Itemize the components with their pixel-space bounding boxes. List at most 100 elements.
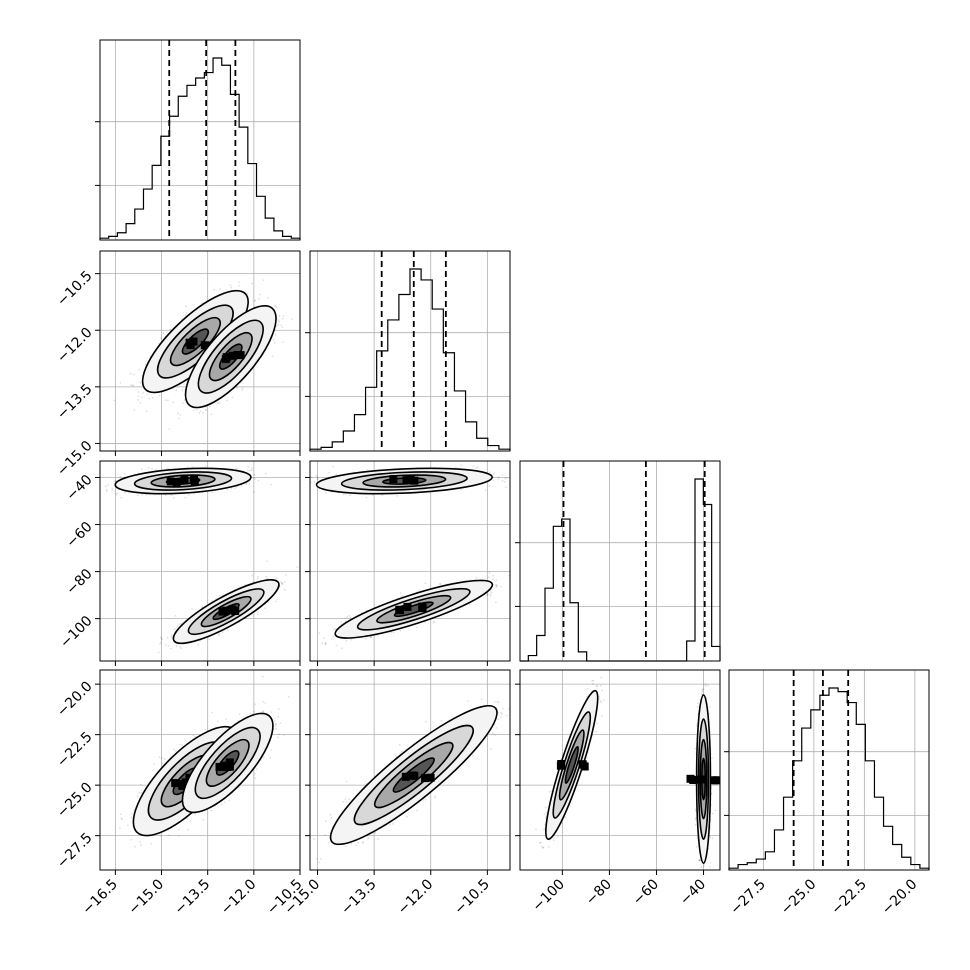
sample-point (129, 372, 132, 375)
sample-point (231, 396, 234, 399)
sample-point (201, 302, 203, 305)
sample-point (129, 384, 132, 386)
sample-point (253, 491, 255, 493)
scatter-panel-0-2 (95, 460, 301, 666)
panel-frame (99, 250, 301, 452)
sample-point (172, 497, 175, 499)
sample-point (238, 281, 240, 284)
sample-point (170, 494, 173, 497)
sample-point (218, 402, 221, 405)
sample-point (275, 305, 278, 308)
sample-point (119, 475, 122, 478)
sample-point (167, 399, 169, 402)
contour-line-2 (169, 316, 221, 367)
sample-point (141, 396, 143, 398)
sample-point (276, 306, 278, 309)
sample-point (277, 323, 280, 326)
sample-point (177, 412, 179, 415)
sample-point (253, 473, 256, 476)
sample-point (160, 637, 163, 640)
contour-line-1 (197, 319, 264, 394)
sample-point (210, 413, 213, 416)
sample-point (247, 466, 250, 468)
sample-point (226, 488, 228, 491)
sample-point (250, 467, 253, 470)
density-core-cell (222, 353, 231, 362)
sample-point (191, 466, 194, 468)
sample-point (139, 381, 141, 384)
sample-point (219, 288, 221, 291)
sample-point (115, 493, 118, 496)
sample-point (151, 467, 153, 470)
sample-point (274, 341, 276, 344)
sample-point (141, 468, 143, 471)
sample-point (273, 304, 276, 307)
sample-point (184, 496, 187, 499)
histogram-step-line (99, 57, 301, 240)
sample-point (265, 575, 267, 578)
density-core-cell (200, 341, 209, 350)
sample-point (208, 638, 211, 641)
sample-point (251, 574, 254, 577)
density-core-cell (233, 351, 242, 359)
sample-point (111, 487, 114, 490)
sample-point (151, 396, 154, 399)
sample-point (254, 478, 256, 480)
sample-point (254, 299, 257, 302)
sample-point (270, 483, 273, 486)
sample-point (180, 647, 182, 650)
sample-point (240, 484, 243, 487)
contour-line-3 (218, 343, 243, 370)
contour-line-0 (184, 305, 277, 409)
sample-point (178, 417, 181, 420)
sample-point (282, 315, 285, 317)
sample-point (183, 383, 186, 385)
sample-point (253, 300, 256, 302)
sample-point (271, 355, 274, 358)
sample-point (195, 408, 198, 411)
sample-point (241, 387, 244, 390)
sample-point (154, 468, 157, 471)
sample-point (272, 338, 275, 341)
sample-point (262, 279, 265, 281)
sample-point (137, 494, 140, 497)
sample-point (251, 282, 253, 285)
sample-point (168, 428, 171, 430)
density-core-cell (228, 351, 237, 360)
sample-point (226, 399, 229, 402)
sample-point (141, 494, 143, 496)
panel-frame (99, 39, 301, 241)
sample-point (105, 490, 108, 492)
sample-point (204, 409, 207, 412)
sample-point (257, 479, 260, 482)
density-core-cell (186, 341, 195, 349)
sample-point (213, 288, 215, 291)
sample-point (278, 320, 281, 323)
sample-point (148, 397, 151, 400)
sample-point (139, 401, 142, 404)
sample-point (146, 393, 149, 396)
histogram-step-line (520, 478, 721, 662)
sample-point (264, 472, 267, 475)
sample-point (184, 314, 187, 317)
sample-point (120, 496, 122, 499)
panel-content (100, 251, 300, 451)
sample-point (275, 325, 278, 328)
sample-point (113, 480, 116, 483)
sample-point (211, 491, 214, 493)
sample-point (166, 467, 169, 469)
sample-point (259, 293, 261, 296)
sample-point (209, 405, 211, 408)
panel-content (100, 461, 300, 661)
sample-point (158, 394, 161, 397)
sample-point (199, 410, 202, 412)
sample-point (205, 408, 208, 411)
sample-point (249, 469, 251, 472)
sample-point (185, 305, 187, 307)
sample-point (132, 384, 134, 387)
sample-point (281, 317, 284, 320)
sample-point (198, 412, 201, 414)
sample-point (133, 373, 135, 376)
sample-point (274, 334, 277, 337)
histogram-step-line (309, 268, 511, 451)
